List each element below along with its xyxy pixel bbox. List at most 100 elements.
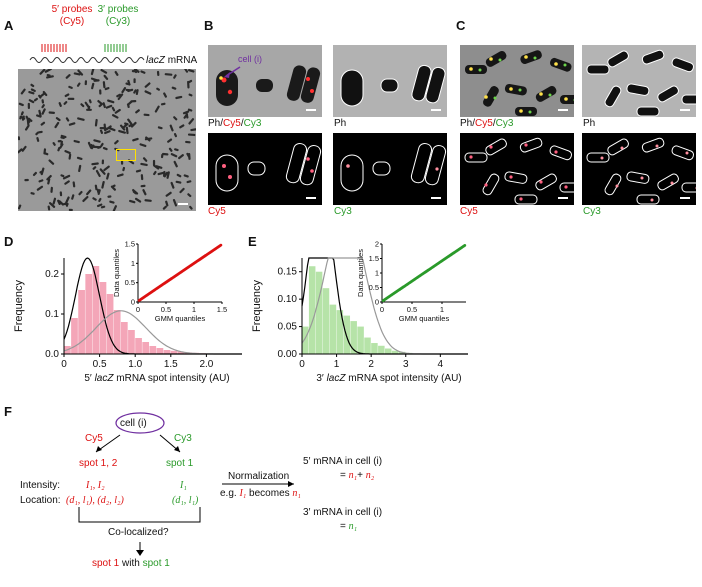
bacterium-cell xyxy=(68,153,72,160)
fluorescent-spot xyxy=(524,55,528,59)
bacterium-cell xyxy=(87,105,91,110)
bacterium-cell xyxy=(48,159,55,165)
bacterium-cell xyxy=(153,170,157,176)
f-result: spot 1 with spot 1 xyxy=(92,558,170,569)
histogram-bar xyxy=(128,330,135,354)
inset-y-tick-label: 2 xyxy=(375,240,379,249)
cell-i-callout: cell (i) xyxy=(238,54,262,64)
inset-x-tick-label: 1 xyxy=(440,305,444,314)
bacterium-cell xyxy=(28,90,35,95)
bacterium-cell xyxy=(106,172,110,180)
bacterium-cell xyxy=(99,129,104,134)
panel-label-d: D xyxy=(4,234,14,249)
bacterium-cell xyxy=(175,180,182,184)
inset-y-axis-label: Data quantiles xyxy=(356,249,365,297)
scale-bar xyxy=(680,109,690,111)
panel-c-merge-label: Ph/Cy5/Cy3 xyxy=(460,118,513,129)
bacterium-cell xyxy=(72,181,76,188)
bacterium-cell xyxy=(27,102,30,109)
bacterium-cell xyxy=(157,171,166,176)
bacterium-cell xyxy=(18,136,21,141)
bacterium-cell xyxy=(111,114,119,119)
bacterium-cell xyxy=(94,184,98,191)
bacterium-cell xyxy=(64,180,70,185)
f-normalization-label: Normalization xyxy=(228,471,290,482)
bacterium-cell xyxy=(156,87,160,91)
fluorescent-spot xyxy=(484,183,488,187)
bacterium-cell xyxy=(114,70,119,76)
panel-a-cells xyxy=(18,69,196,211)
cy3-text: Cy3 xyxy=(243,118,262,129)
bacterium-cell xyxy=(140,174,144,181)
x-tick-label: 0 xyxy=(61,359,67,370)
bacterium-cell xyxy=(52,197,57,205)
bacterium-cell xyxy=(47,178,51,185)
bacterium-cell xyxy=(183,113,189,119)
bacterium-cell xyxy=(65,74,71,79)
bacterium-cell xyxy=(128,123,133,128)
bacterium-cell xyxy=(103,165,110,172)
fluorescent-spot xyxy=(489,145,493,149)
cell-outline xyxy=(482,173,500,196)
probe3-title: 3′ probes xyxy=(97,4,139,15)
bacterium-cell xyxy=(520,50,542,64)
bacterium-cell xyxy=(20,88,26,95)
bacterium-cell xyxy=(57,199,61,206)
x-tick-label: 1.5 xyxy=(164,359,178,370)
x-axis-label-prefix: 5′ xyxy=(84,373,94,384)
bacterium-cell xyxy=(144,137,153,141)
bacterium-cell xyxy=(130,121,137,128)
bacterium-cell xyxy=(90,77,99,82)
panel-c-cy5-label: Cy5 xyxy=(460,206,478,217)
inset-x-axis-label: GMM quantiles xyxy=(155,314,206,323)
bacterium-cell xyxy=(174,148,179,152)
qq-point xyxy=(463,243,467,247)
bacterium-cell xyxy=(187,133,196,137)
bacterium-cell xyxy=(165,200,169,207)
result-spot-red: spot 1 xyxy=(92,558,120,569)
fluorescent-spot xyxy=(524,143,528,147)
fluorescent-spot xyxy=(573,98,574,102)
bacterium-cell xyxy=(30,192,35,195)
fluorescent-spot xyxy=(519,197,523,201)
probe3-label: 3′ probes (Cy3) xyxy=(88,4,148,28)
x-tick-label: 2 xyxy=(368,359,374,370)
y-tick-label: 0.10 xyxy=(278,294,298,305)
bacterium-cell xyxy=(681,94,696,105)
fluorescent-spot xyxy=(548,93,552,97)
f-colocalized: Co-localized? xyxy=(108,527,169,538)
cell-outline xyxy=(485,138,507,156)
panel-b-merge-image: cell (i) xyxy=(208,45,322,117)
bacterium-cell xyxy=(40,121,46,126)
panel-b-merge-cells xyxy=(216,65,321,106)
panel-b-cy5-cells xyxy=(215,142,322,192)
histogram-bar xyxy=(78,290,85,354)
bacterium-cell xyxy=(550,57,572,72)
histogram-bar xyxy=(364,337,371,354)
inset-y-tick-label: 0.5 xyxy=(125,278,135,287)
histogram-bar xyxy=(156,348,164,354)
bacterium-cell xyxy=(103,123,107,132)
inset-x-tick-label: 0.5 xyxy=(161,305,171,314)
cell-outline xyxy=(464,152,488,163)
bacterium-cell xyxy=(36,185,44,191)
mrna5-eq: = xyxy=(340,470,349,481)
scale-bar xyxy=(306,109,316,111)
fluorescent-spot xyxy=(564,185,568,189)
bacterium-cell xyxy=(187,80,190,89)
bacterium-cell xyxy=(135,169,142,173)
panel-b-cy5-label: Cy5 xyxy=(208,206,226,217)
bacterium-cell xyxy=(18,148,23,154)
bacterium-cell xyxy=(48,202,56,208)
bacterium-cell xyxy=(93,145,101,149)
bacterium-cell xyxy=(107,99,115,104)
bacterium-cell xyxy=(657,85,679,103)
f-intensity-cy5: I₁, I₂ xyxy=(86,480,105,491)
bacterium-cell xyxy=(96,188,100,194)
f-spots-cy5: spot 1, 2 xyxy=(79,458,118,469)
histogram-bar xyxy=(92,266,100,354)
panel-f-diagram xyxy=(78,412,294,556)
fluorescent-spot xyxy=(484,95,488,99)
fluorescent-spot xyxy=(509,175,513,179)
bacterium-cell xyxy=(100,69,108,74)
